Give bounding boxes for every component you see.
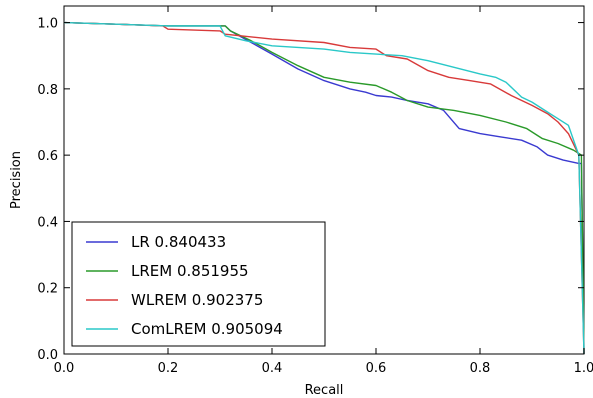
x-tick-label-3: 0.6 bbox=[366, 361, 387, 376]
x-tick-label-1: 0.2 bbox=[158, 361, 179, 376]
y-tick-label-2: 0.4 bbox=[37, 215, 58, 230]
legend-label-3: ComLREM 0.905094 bbox=[131, 320, 283, 338]
y-tick-label-3: 0.6 bbox=[37, 149, 58, 164]
y-axis-label: Precision bbox=[9, 151, 24, 209]
legend: LR 0.840433 LREM 0.851955 WLREM 0.902375 Co… bbox=[71, 221, 326, 347]
ticks-layer: 0.0 0.2 0.4 0.6 0.8 1.0 0.0 0.2 0.4 0.6 0.8 1.0 bbox=[37, 6, 593, 376]
y-tick-label-0: 0.0 bbox=[37, 348, 58, 363]
x-axis-label: Recall bbox=[305, 383, 344, 398]
series-layer bbox=[63, 21, 585, 355]
y-tick-label-5: 1.0 bbox=[37, 17, 58, 32]
x-tick-label-5: 1.0 bbox=[574, 361, 593, 376]
x-tick-label-4: 0.8 bbox=[470, 361, 491, 376]
legend-label-1: LREM 0.851955 bbox=[131, 262, 249, 280]
series-line-2 bbox=[63, 21, 585, 355]
x-tick-label-0: 0.0 bbox=[54, 361, 75, 376]
legend-label-0: LR 0.840433 bbox=[131, 233, 226, 251]
series-line-3 bbox=[63, 21, 585, 355]
legend-items: LR 0.840433 LREM 0.851955 WLREM 0.902375 Co… bbox=[86, 233, 283, 338]
x-tick-label-2: 0.4 bbox=[262, 361, 283, 376]
series-line-1 bbox=[63, 21, 585, 355]
y-tick-label-4: 0.8 bbox=[37, 83, 58, 98]
y-tick-label-1: 0.2 bbox=[37, 282, 58, 297]
legend-label-2: WLREM 0.902375 bbox=[131, 291, 263, 309]
